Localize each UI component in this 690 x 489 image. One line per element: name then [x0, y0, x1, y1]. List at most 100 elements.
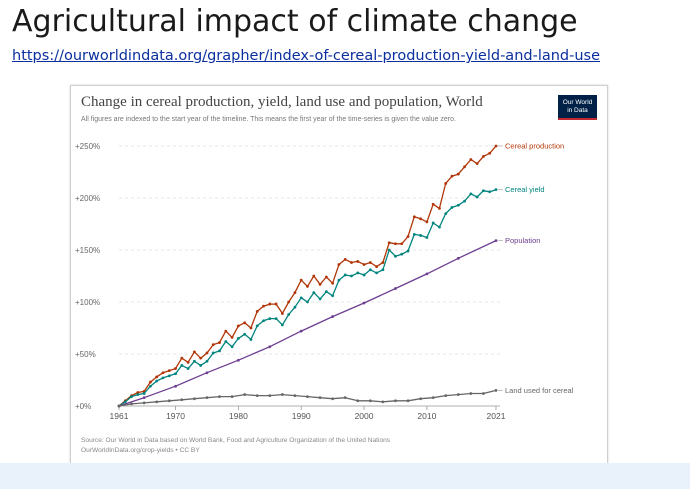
- data-point-cereal-yield: [375, 271, 379, 275]
- data-point-cereal-production: [155, 375, 159, 379]
- data-point-cereal-yield: [431, 221, 435, 225]
- x-tick-label: 2000: [355, 411, 374, 421]
- data-point-cereal-production: [431, 202, 435, 206]
- data-point-cereal-yield: [356, 271, 360, 275]
- series-line-cereal-production: [118, 145, 497, 407]
- data-point-land-used-for-cereal: [318, 396, 322, 400]
- data-point-land-used-for-cereal: [293, 394, 297, 397]
- owid-logo-line2: in Data: [567, 106, 588, 114]
- data-point-land-used-for-cereal: [230, 395, 234, 399]
- data-point-cereal-yield: [249, 338, 253, 341]
- data-point-cereal-yield: [469, 192, 473, 196]
- data-point-cereal-production: [450, 174, 454, 178]
- data-point-cereal-yield: [155, 379, 159, 383]
- data-point-cereal-production: [262, 304, 265, 308]
- data-point-cereal-yield: [362, 273, 366, 277]
- data-point-cereal-yield: [394, 254, 397, 258]
- data-point-land-used-for-cereal: [117, 404, 121, 408]
- data-point-cereal-yield: [488, 190, 492, 194]
- data-point-population: [456, 256, 460, 260]
- series-line-population: [118, 240, 497, 407]
- data-point-cereal-yield: [306, 300, 309, 304]
- data-point-cereal-production: [387, 241, 391, 245]
- data-point-cereal-production: [193, 350, 196, 354]
- data-point-land-used-for-cereal: [356, 399, 360, 403]
- data-point-cereal-production: [425, 220, 429, 224]
- y-tick-label: +0%: [75, 402, 91, 411]
- data-point-cereal-production: [343, 257, 347, 261]
- data-point-land-used-for-cereal: [280, 393, 284, 396]
- series-label-cereal-production: Cereal production: [505, 142, 564, 151]
- data-point-land-used-for-cereal: [306, 395, 309, 399]
- source-link[interactable]: https://ourworldindata.org/grapher/index…: [12, 48, 601, 64]
- data-point-cereal-production: [400, 242, 404, 246]
- data-point-cereal-production: [268, 302, 272, 306]
- data-point-cereal-production: [199, 356, 203, 360]
- data-point-land-used-for-cereal: [167, 399, 171, 403]
- data-point-land-used-for-cereal: [368, 399, 372, 403]
- chart-subtitle: All figures are indexed to the start yea…: [81, 116, 456, 123]
- data-point-cereal-yield: [475, 195, 479, 199]
- data-point-cereal-yield: [387, 248, 391, 252]
- data-point-land-used-for-cereal: [456, 393, 460, 396]
- data-point-land-used-for-cereal: [343, 396, 347, 400]
- data-point-cereal-production: [394, 242, 397, 246]
- data-point-population: [362, 301, 366, 305]
- data-point-cereal-production: [375, 265, 379, 269]
- data-point-cereal-production: [293, 291, 297, 295]
- data-point-cereal-production: [381, 261, 385, 264]
- data-point-cereal-production: [318, 282, 322, 286]
- data-point-cereal-production: [438, 207, 441, 210]
- data-point-land-used-for-cereal: [155, 400, 159, 404]
- data-point-cereal-yield: [161, 376, 165, 380]
- x-tick-label: 2010: [417, 411, 436, 421]
- data-point-cereal-yield: [450, 205, 454, 209]
- data-point-cereal-production: [488, 151, 492, 155]
- data-point-cereal-production: [306, 285, 309, 288]
- owid-logo: Our World in Data: [558, 95, 597, 120]
- data-point-cereal-production: [280, 312, 284, 315]
- data-point-land-used-for-cereal: [205, 396, 209, 400]
- data-point-cereal-yield: [262, 319, 265, 323]
- data-point-cereal-yield: [412, 233, 416, 236]
- data-point-cereal-production: [406, 235, 410, 238]
- x-tick-label: 1990: [292, 411, 311, 421]
- data-point-cereal-production: [331, 281, 335, 285]
- data-point-cereal-yield: [299, 296, 303, 300]
- data-point-cereal-production: [274, 302, 278, 306]
- data-point-cereal-yield: [243, 332, 247, 336]
- data-point-land-used-for-cereal: [243, 393, 247, 396]
- data-point-cereal-production: [161, 371, 165, 375]
- data-point-cereal-production: [224, 329, 228, 333]
- data-point-cereal-production: [186, 360, 190, 364]
- data-point-land-used-for-cereal: [381, 400, 385, 404]
- data-point-cereal-production: [211, 343, 215, 347]
- data-point-land-used-for-cereal: [218, 395, 221, 399]
- data-point-cereal-yield: [180, 364, 184, 367]
- owid-logo-line1: Our World: [562, 98, 593, 106]
- data-point-land-used-for-cereal: [130, 402, 133, 406]
- data-point-cereal-production: [287, 300, 291, 304]
- data-point-cereal-yield: [174, 372, 177, 376]
- data-point-cereal-production: [412, 215, 416, 219]
- data-point-cereal-yield: [199, 364, 203, 367]
- data-point-land-used-for-cereal: [431, 396, 435, 400]
- data-point-cereal-production: [494, 144, 498, 148]
- data-point-cereal-production: [167, 369, 171, 373]
- data-point-population: [394, 287, 397, 290]
- data-point-cereal-yield: [186, 367, 190, 370]
- y-tick-label: +50%: [75, 350, 96, 359]
- data-point-cereal-yield: [130, 395, 133, 399]
- data-point-cereal-production: [324, 275, 328, 279]
- source-line-2: OurWorldInData.org/crop-yields • CC BY: [81, 447, 200, 454]
- data-point-cereal-yield: [136, 393, 140, 396]
- data-point-population: [268, 345, 272, 349]
- data-point-cereal-yield: [337, 278, 341, 282]
- data-point-cereal-production: [337, 263, 341, 266]
- data-point-cereal-yield: [400, 252, 404, 256]
- data-point-land-used-for-cereal: [268, 394, 272, 397]
- data-point-cereal-production: [356, 260, 360, 263]
- data-point-cereal-yield: [324, 290, 328, 293]
- data-point-population: [331, 315, 335, 318]
- bottom-strip: [0, 463, 690, 489]
